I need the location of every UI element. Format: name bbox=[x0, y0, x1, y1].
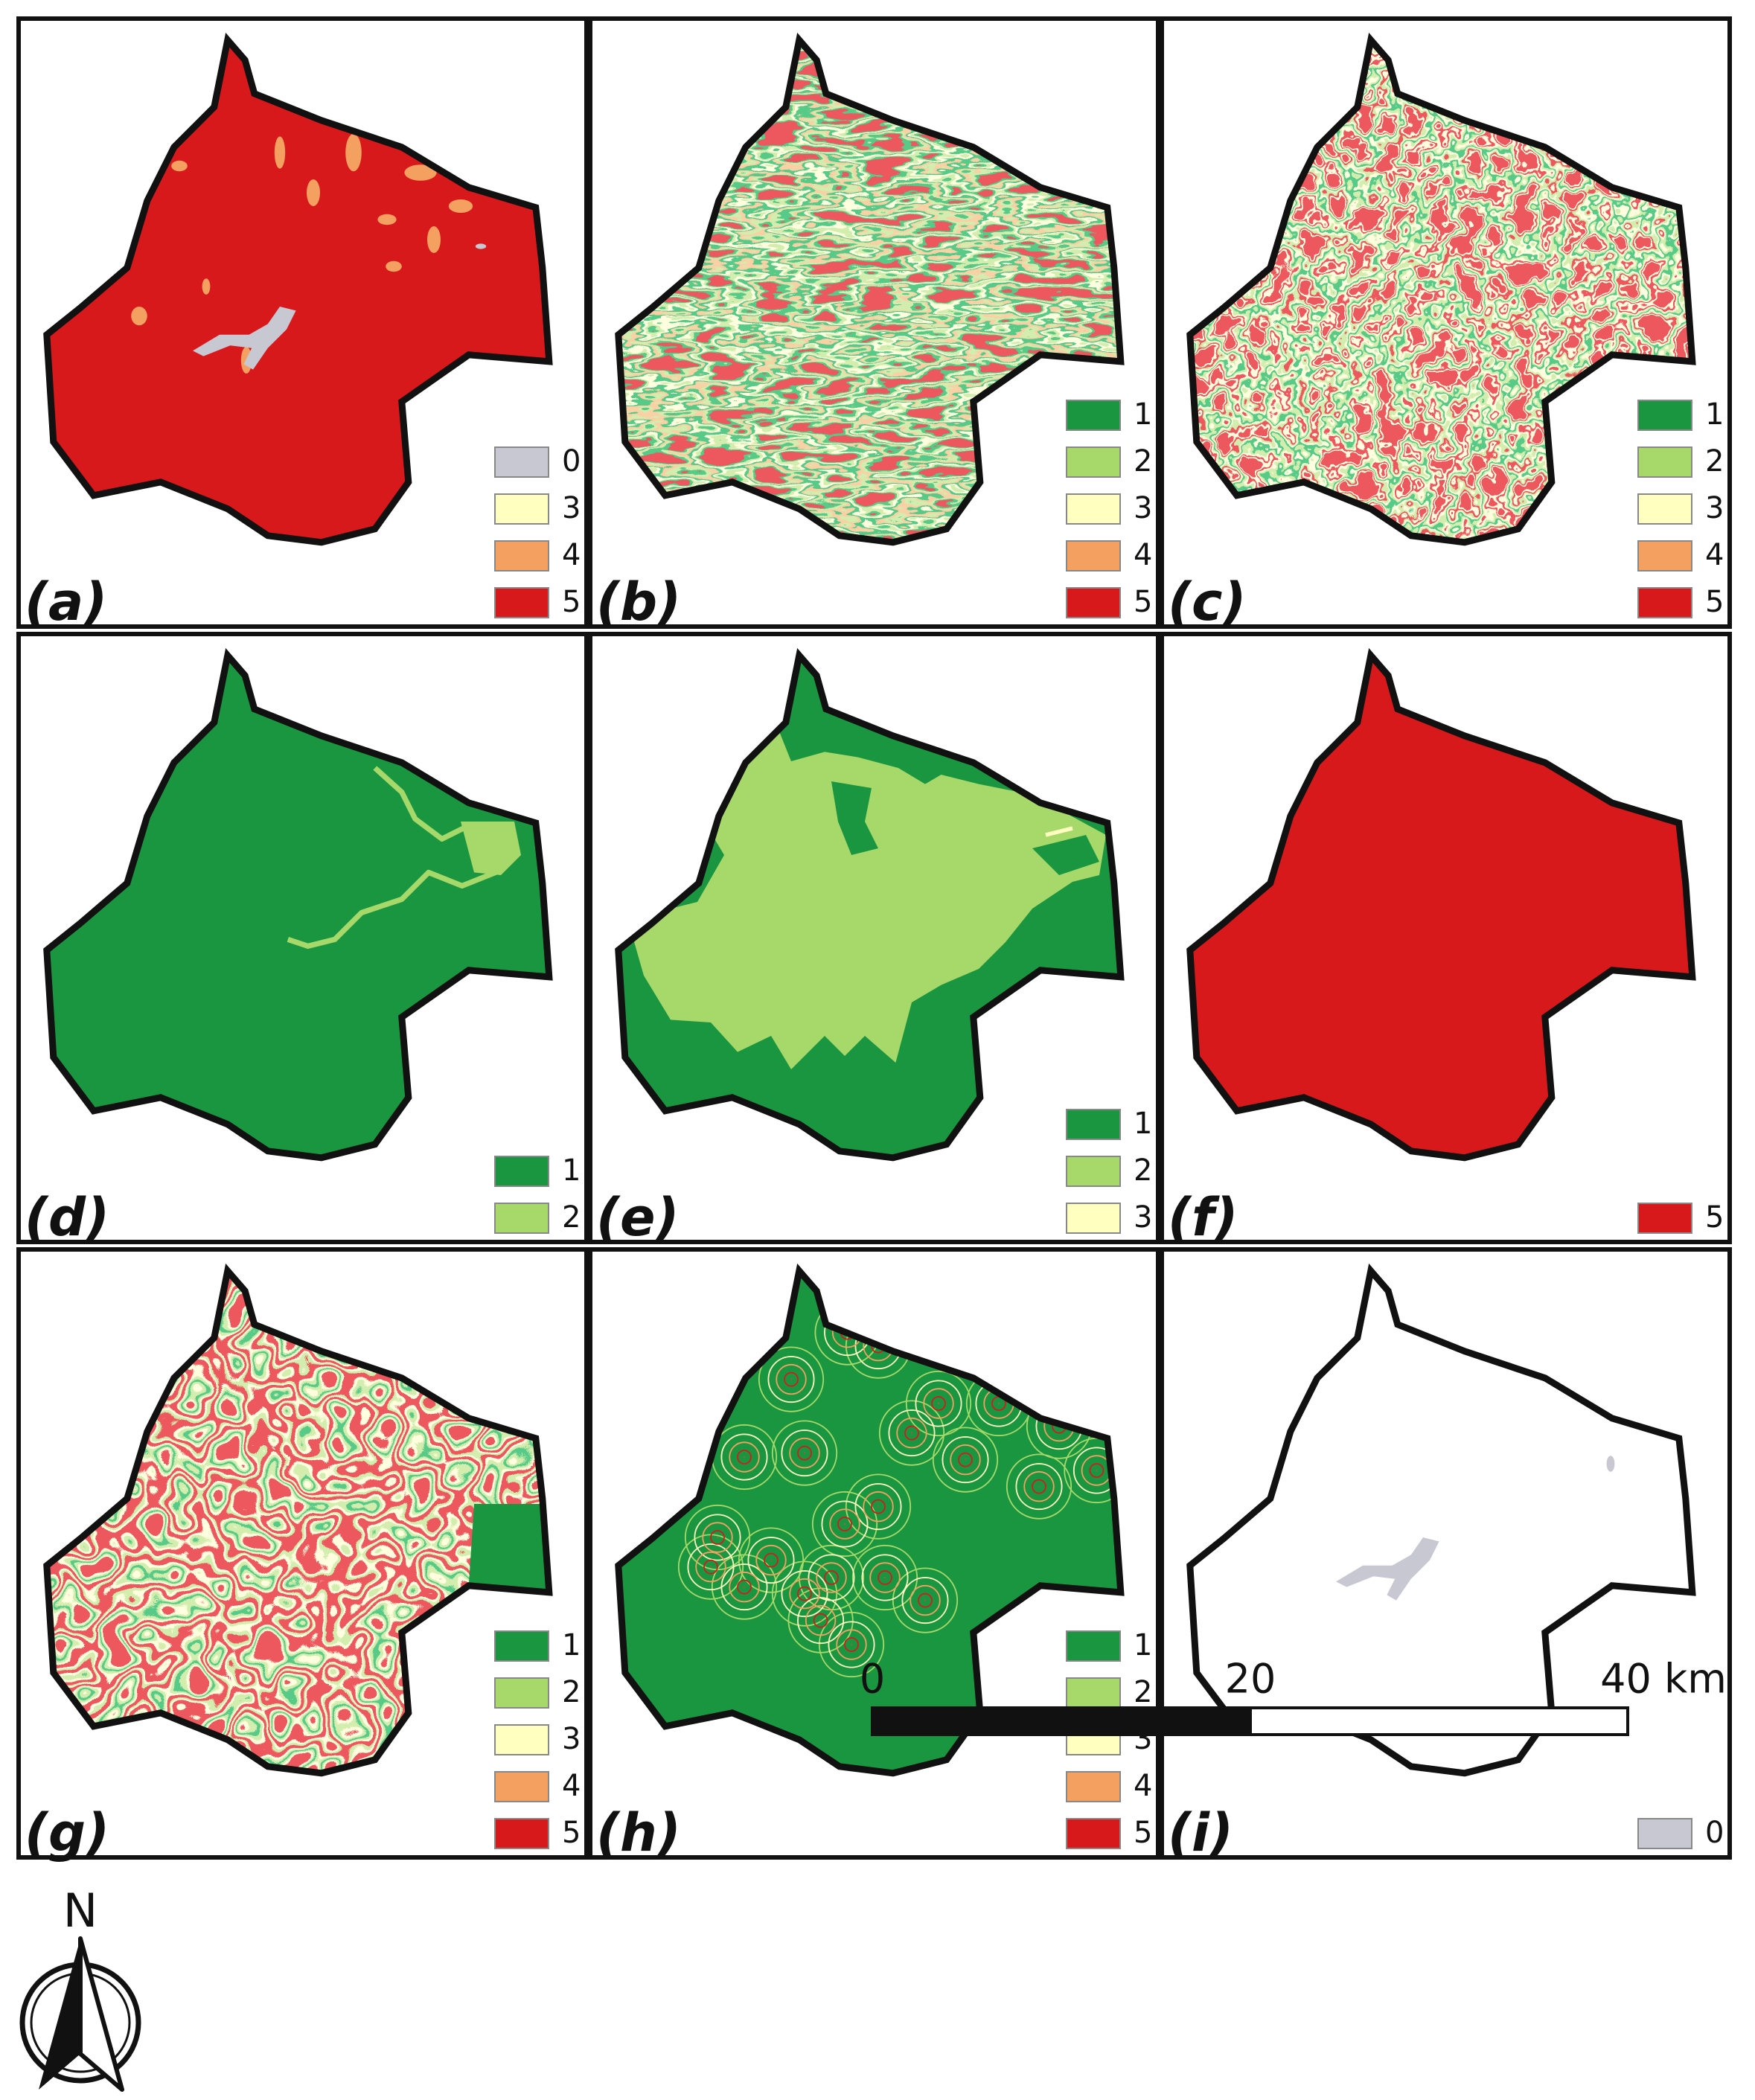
legend-label: 3 bbox=[562, 491, 581, 525]
legend-label: 1 bbox=[1705, 397, 1724, 432]
legend-label: 4 bbox=[562, 1769, 581, 1803]
panel-label: (a) bbox=[25, 572, 107, 633]
legend-label: 4 bbox=[1134, 1769, 1152, 1803]
panel-label: (i) bbox=[1168, 1802, 1233, 1863]
legend-label: 3 bbox=[1705, 491, 1724, 525]
legend-label: 3 bbox=[1134, 1200, 1152, 1235]
legend-label: 4 bbox=[562, 538, 581, 572]
legend-swatch bbox=[1066, 1677, 1121, 1709]
scale-bar: 0 20 40 km bbox=[860, 1656, 1727, 1736]
legend-label: 2 bbox=[1134, 1675, 1152, 1709]
legend-label: 5 bbox=[562, 1816, 581, 1850]
legend-swatch bbox=[494, 540, 549, 572]
panel-label: (e) bbox=[596, 1187, 679, 1248]
legend-label: 2 bbox=[1134, 1153, 1152, 1188]
legend-label: 5 bbox=[562, 585, 581, 619]
scale-segment bbox=[871, 1706, 1250, 1736]
scale-label: 20 bbox=[1225, 1656, 1276, 1703]
legend-swatch bbox=[494, 446, 549, 478]
panel: (f) 5 bbox=[1160, 632, 1732, 1248]
panel: (b) 1 2 3 4 5 bbox=[588, 16, 1160, 633]
legend-label: 1 bbox=[562, 1628, 581, 1662]
panel: (d) 1 2 bbox=[16, 632, 589, 1248]
legend-swatch bbox=[494, 1771, 549, 1802]
legend-label: 5 bbox=[1134, 1816, 1152, 1850]
panel: (i) 0 bbox=[1160, 1247, 1732, 1863]
legend-label: 0 bbox=[562, 444, 581, 478]
panel-label: (b) bbox=[596, 572, 681, 633]
legend-swatch bbox=[1066, 587, 1121, 618]
legend-swatch bbox=[1637, 493, 1692, 525]
legend-swatch bbox=[1066, 1630, 1121, 1662]
legend-label: 1 bbox=[1134, 1107, 1152, 1141]
legend-label: 1 bbox=[562, 1153, 581, 1188]
legend-swatch bbox=[1637, 446, 1692, 478]
legend-swatch bbox=[1066, 1109, 1121, 1140]
legend-label: 1 bbox=[1134, 397, 1152, 432]
arrow-right bbox=[78, 1936, 124, 2092]
legend-label: 5 bbox=[1705, 1200, 1724, 1235]
legend-swatch bbox=[494, 1724, 549, 1755]
panel: (e) 1 2 3 bbox=[588, 632, 1160, 1248]
legend-swatch bbox=[1637, 1818, 1692, 1849]
legend-swatch bbox=[494, 1677, 549, 1709]
legend-swatch bbox=[1066, 1156, 1121, 1187]
legend-label: 5 bbox=[1134, 585, 1152, 619]
map bbox=[1190, 1271, 1692, 1773]
legend-label: 2 bbox=[562, 1200, 581, 1235]
legend-label: 5 bbox=[1705, 585, 1724, 619]
scale-label: 0 bbox=[860, 1656, 885, 1703]
north-arrow: N bbox=[19, 1883, 141, 2092]
legend-swatch bbox=[1066, 1203, 1121, 1234]
legend-swatch bbox=[1066, 1818, 1121, 1849]
legend-label: 4 bbox=[1705, 538, 1724, 572]
legend-swatch bbox=[1637, 587, 1692, 618]
legend-swatch bbox=[1066, 1771, 1121, 1802]
panel: (a) 0 3 4 5 bbox=[16, 16, 589, 633]
legend-swatch bbox=[494, 1630, 549, 1662]
legend-label: 0 bbox=[1705, 1816, 1724, 1850]
north-label: N bbox=[63, 1883, 98, 1938]
legend-swatch bbox=[494, 1818, 549, 1849]
legend-label: 2 bbox=[1705, 444, 1724, 478]
legend-label: 1 bbox=[1134, 1628, 1152, 1662]
panel-label: (c) bbox=[1168, 572, 1246, 633]
legend-swatch bbox=[494, 587, 549, 618]
arrow-left bbox=[39, 1939, 80, 2090]
panel-label: (d) bbox=[25, 1187, 109, 1248]
scale-segment bbox=[1249, 1706, 1629, 1736]
legend-label: 4 bbox=[1134, 538, 1152, 572]
panel-label: (h) bbox=[596, 1802, 681, 1863]
scale-label: 40 km bbox=[1600, 1656, 1727, 1703]
legend-swatch bbox=[494, 1203, 549, 1234]
legend-swatch bbox=[1637, 400, 1692, 431]
legend-swatch bbox=[1637, 540, 1692, 572]
legend-label: 2 bbox=[1134, 444, 1152, 478]
legend-swatch bbox=[1066, 400, 1121, 431]
legend-swatch bbox=[1066, 540, 1121, 572]
legend-label: 3 bbox=[562, 1722, 581, 1756]
legend-label: 3 bbox=[1134, 491, 1152, 525]
panel-label: (g) bbox=[25, 1802, 109, 1863]
panel: (g) 1 2 3 4 5 bbox=[16, 1247, 589, 1863]
legend-swatch bbox=[494, 1156, 549, 1187]
legend-swatch bbox=[1066, 493, 1121, 525]
legend-label: 2 bbox=[562, 1675, 581, 1709]
panel: (c) 1 2 3 4 5 bbox=[1160, 16, 1732, 633]
legend-swatch bbox=[1066, 446, 1121, 478]
legend-swatch bbox=[494, 493, 549, 525]
panel-label: (f) bbox=[1168, 1187, 1238, 1248]
legend-swatch bbox=[1637, 1203, 1692, 1234]
